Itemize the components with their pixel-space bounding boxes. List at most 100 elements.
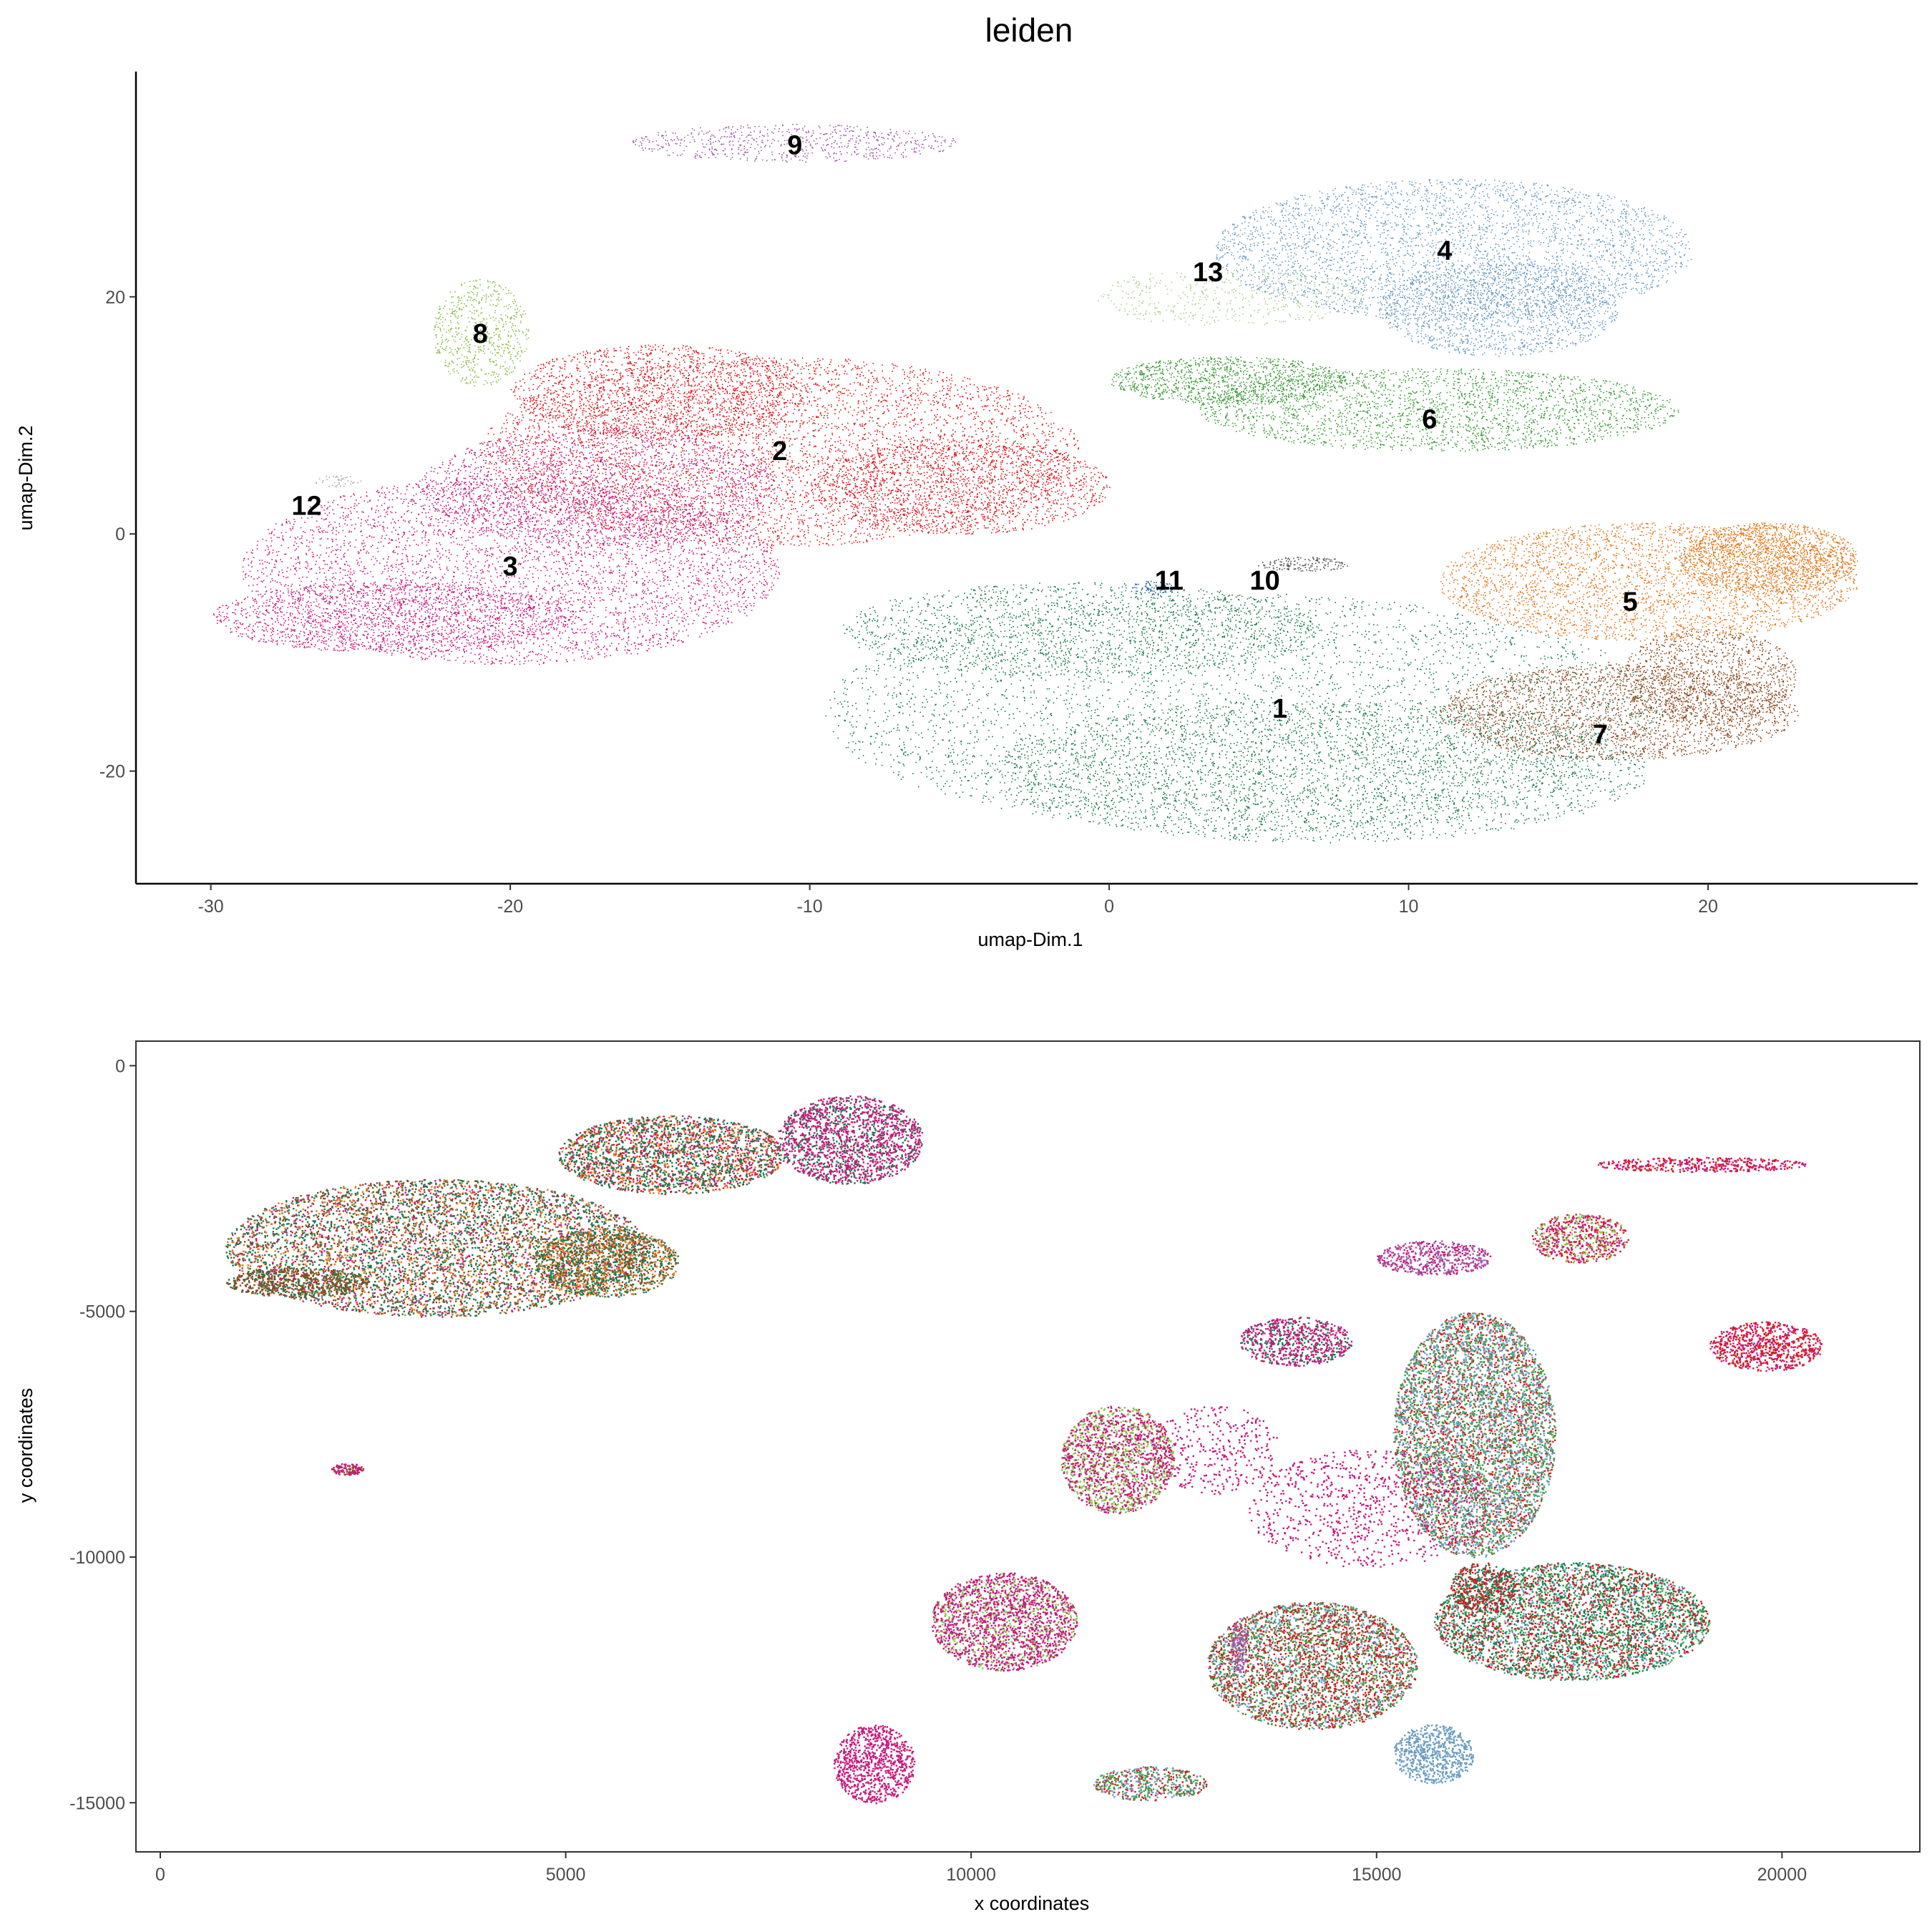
umap-cluster-label-12: 12 bbox=[291, 491, 321, 521]
umap-cluster-label-10: 10 bbox=[1250, 566, 1280, 596]
spatial-region bbox=[1207, 1601, 1418, 1730]
umap-cluster-8-dots bbox=[433, 279, 530, 386]
umap-cluster-2-dots bbox=[480, 344, 1111, 547]
spatial-region bbox=[1597, 1156, 1807, 1174]
spatial-region bbox=[1231, 1618, 1249, 1673]
spatial-dots bbox=[560, 1115, 785, 1196]
umap-y-tick-label: 20 bbox=[105, 288, 125, 308]
spatial-region bbox=[1151, 1406, 1278, 1496]
spatial-region bbox=[535, 1228, 679, 1298]
umap-cluster-label-1: 1 bbox=[1272, 694, 1287, 724]
spatial-dots bbox=[779, 1097, 923, 1185]
umap-x-tick-label: -10 bbox=[797, 897, 823, 917]
spatial-dots bbox=[932, 1572, 1078, 1672]
umap-cluster-label-11: 11 bbox=[1155, 566, 1184, 596]
spatial-region bbox=[1531, 1213, 1629, 1264]
spatial-region bbox=[1060, 1405, 1176, 1515]
umap-cluster-9-dots bbox=[632, 124, 957, 163]
umap-x-tick-label: 10 bbox=[1399, 897, 1419, 917]
spatial-dots bbox=[1450, 1563, 1516, 1613]
spatial-region bbox=[1450, 1562, 1516, 1613]
spatial-x-tick-label: 10000 bbox=[946, 1865, 996, 1885]
spatial-dots bbox=[1435, 1562, 1710, 1680]
spatial-dots bbox=[1394, 1724, 1475, 1785]
umap-axes: -30 -20 -10 0 10 20 -20 0 20 bbox=[99, 72, 1918, 917]
spatial-dots bbox=[558, 1115, 784, 1194]
spatial-region bbox=[932, 1572, 1078, 1672]
umap-cluster-8-points bbox=[433, 279, 530, 386]
spatial-region bbox=[1249, 1450, 1491, 1568]
spatial-dots bbox=[1095, 1765, 1205, 1801]
spatial-dots bbox=[834, 1724, 916, 1805]
umap-y-tick-label: 0 bbox=[115, 525, 125, 545]
spatial-dots bbox=[560, 1115, 779, 1195]
umap-cluster-3-dots bbox=[213, 428, 781, 665]
umap-cluster-6-dots bbox=[1111, 356, 1679, 452]
umap-cluster-6-points bbox=[1111, 356, 1679, 452]
umap-cluster-label-3: 3 bbox=[503, 552, 518, 582]
umap-x-tick-label: 20 bbox=[1698, 897, 1718, 917]
umap-y-axis-title: umap-Dim.2 bbox=[15, 425, 36, 530]
umap-cluster-label-7: 7 bbox=[1593, 720, 1608, 750]
spatial-dots bbox=[225, 1179, 648, 1317]
umap-x-tick-label: -20 bbox=[497, 897, 523, 917]
spatial-panel-border bbox=[135, 1040, 1921, 1853]
spatial-dots bbox=[1151, 1406, 1278, 1496]
spatial-y-tick-label: -15000 bbox=[69, 1793, 125, 1813]
spatial-dots bbox=[777, 1095, 923, 1185]
umap-cluster-11-points bbox=[1132, 580, 1177, 596]
umap-cluster-3-points bbox=[213, 428, 781, 665]
umap-scatter-points bbox=[213, 124, 1858, 844]
spatial-dots bbox=[1207, 1602, 1418, 1730]
spatial-dots bbox=[535, 1229, 679, 1297]
umap-cluster-5-dots bbox=[1440, 522, 1858, 642]
spatial-dots bbox=[1209, 1601, 1418, 1730]
spatial-region bbox=[1709, 1321, 1823, 1372]
spatial-dots bbox=[331, 1463, 363, 1476]
spatial-scatter-points bbox=[225, 1095, 1823, 1805]
spatial-dots bbox=[1377, 1240, 1492, 1276]
umap-cluster-1-dots bbox=[825, 582, 1664, 844]
umap-cluster-5-points bbox=[1440, 522, 1858, 642]
spatial-region bbox=[834, 1724, 916, 1805]
spatial-dots bbox=[1710, 1321, 1821, 1372]
spatial-region bbox=[1240, 1317, 1353, 1367]
spatial-y-tick-label: -10000 bbox=[69, 1548, 125, 1568]
umap-y-tick-label: -20 bbox=[99, 762, 125, 782]
spatial-dots bbox=[1599, 1156, 1804, 1174]
umap-cluster-label-9: 9 bbox=[787, 131, 802, 161]
spatial-dots bbox=[1532, 1215, 1627, 1264]
umap-x-tick-label: -30 bbox=[198, 897, 224, 917]
spatial-region bbox=[331, 1463, 365, 1476]
spatial-x-tick-label: 15000 bbox=[1352, 1865, 1402, 1885]
umap-cluster-9-points bbox=[632, 124, 957, 163]
spatial-dots bbox=[1392, 1312, 1556, 1558]
umap-cluster-label-2: 2 bbox=[772, 436, 787, 467]
umap-cluster-1-points bbox=[825, 582, 1664, 844]
spatial-region bbox=[777, 1095, 923, 1185]
spatial-region bbox=[226, 1267, 369, 1299]
spatial-dots bbox=[1240, 1317, 1352, 1367]
spatial-y-tick-label: 0 bbox=[115, 1056, 125, 1076]
umap-cluster-2-points bbox=[480, 344, 1111, 547]
spatial-dots bbox=[1241, 1317, 1353, 1367]
umap-cluster-11-dots bbox=[1132, 580, 1177, 596]
umap-cluster-label-5: 5 bbox=[1623, 587, 1638, 618]
spatial-region bbox=[225, 1179, 648, 1318]
spatial-x-tick-label: 5000 bbox=[546, 1865, 586, 1885]
umap-cluster-label-8: 8 bbox=[473, 319, 488, 349]
spatial-dots bbox=[1209, 1601, 1418, 1730]
spatial-dots bbox=[1231, 1618, 1249, 1673]
spatial-dots bbox=[1095, 1766, 1208, 1802]
spatial-dots bbox=[559, 1115, 786, 1195]
spatial-region bbox=[1093, 1765, 1208, 1802]
spatial-x-tick-label: 20000 bbox=[1757, 1865, 1807, 1885]
spatial-axes: 0 5000 10000 15000 20000 0 -5000 -10000 -15000 bbox=[69, 1040, 1921, 1885]
spatial-x-axis-title: x coordinates bbox=[975, 1893, 1090, 1914]
spatial-dots bbox=[1434, 1562, 1711, 1681]
spatial-x-tick-label: 0 bbox=[155, 1865, 165, 1885]
spatial-dots bbox=[1061, 1405, 1175, 1515]
umap-chart-title: leiden bbox=[985, 11, 1073, 49]
